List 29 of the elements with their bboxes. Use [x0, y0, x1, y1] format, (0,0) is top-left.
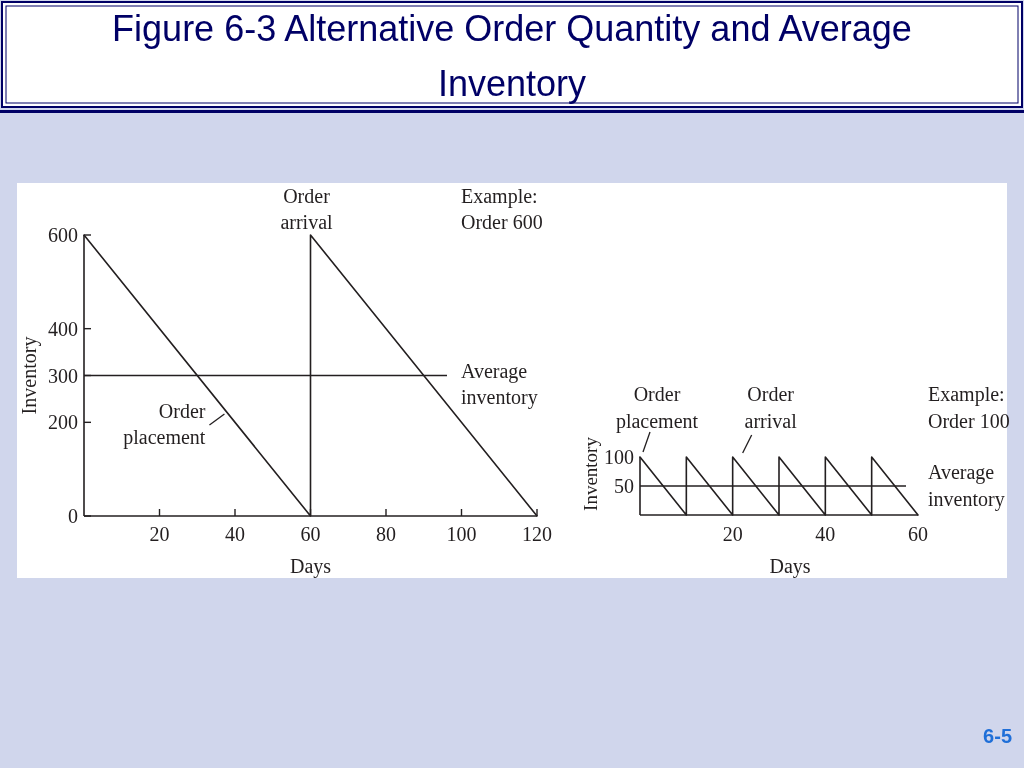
x-tick-label: 40 — [815, 523, 836, 545]
y-tick-label: 50 — [614, 475, 634, 497]
chart-title: Figure 6-3 Alternative Order Quantity and Average Inventory — [112, 8, 912, 104]
x-tick-label: 100 — [446, 523, 477, 545]
text: 6-5 — [983, 725, 1012, 747]
annotation: Order placement — [615, 383, 699, 433]
annotation: Order placement — [123, 399, 206, 449]
y-axis-title: Inventory — [18, 336, 41, 415]
annotation: Order arrival — [744, 383, 798, 432]
x-tick-label: 20 — [149, 523, 170, 545]
y-tick-label: 600 — [48, 224, 78, 246]
text: Example: Order 100 — [928, 383, 1010, 432]
y-tick-label: 300 — [48, 364, 78, 387]
x-tick-label: 40 — [225, 523, 245, 545]
ref-line-label: Average inventory — [928, 461, 1005, 511]
y-tick-label: 400 — [48, 317, 78, 340]
annotation: Order arrival — [280, 185, 334, 233]
y-tick-label: 0 — [68, 505, 78, 527]
x-tick-label: 120 — [522, 523, 552, 545]
y-tick-label: 200 — [48, 411, 78, 434]
y-axis-title: Inventory — [580, 436, 601, 511]
x-tick-label: 60 — [300, 523, 321, 545]
text: Example: Order 600 — [461, 185, 543, 233]
x-axis-title: Days — [289, 555, 332, 578]
x-axis-title: Days — [769, 555, 811, 578]
x-tick-label: 20 — [722, 523, 743, 545]
x-tick-label: 80 — [376, 523, 396, 545]
x-tick-label: 60 — [908, 523, 928, 545]
ref-line-label: Average inventory — [461, 359, 538, 409]
